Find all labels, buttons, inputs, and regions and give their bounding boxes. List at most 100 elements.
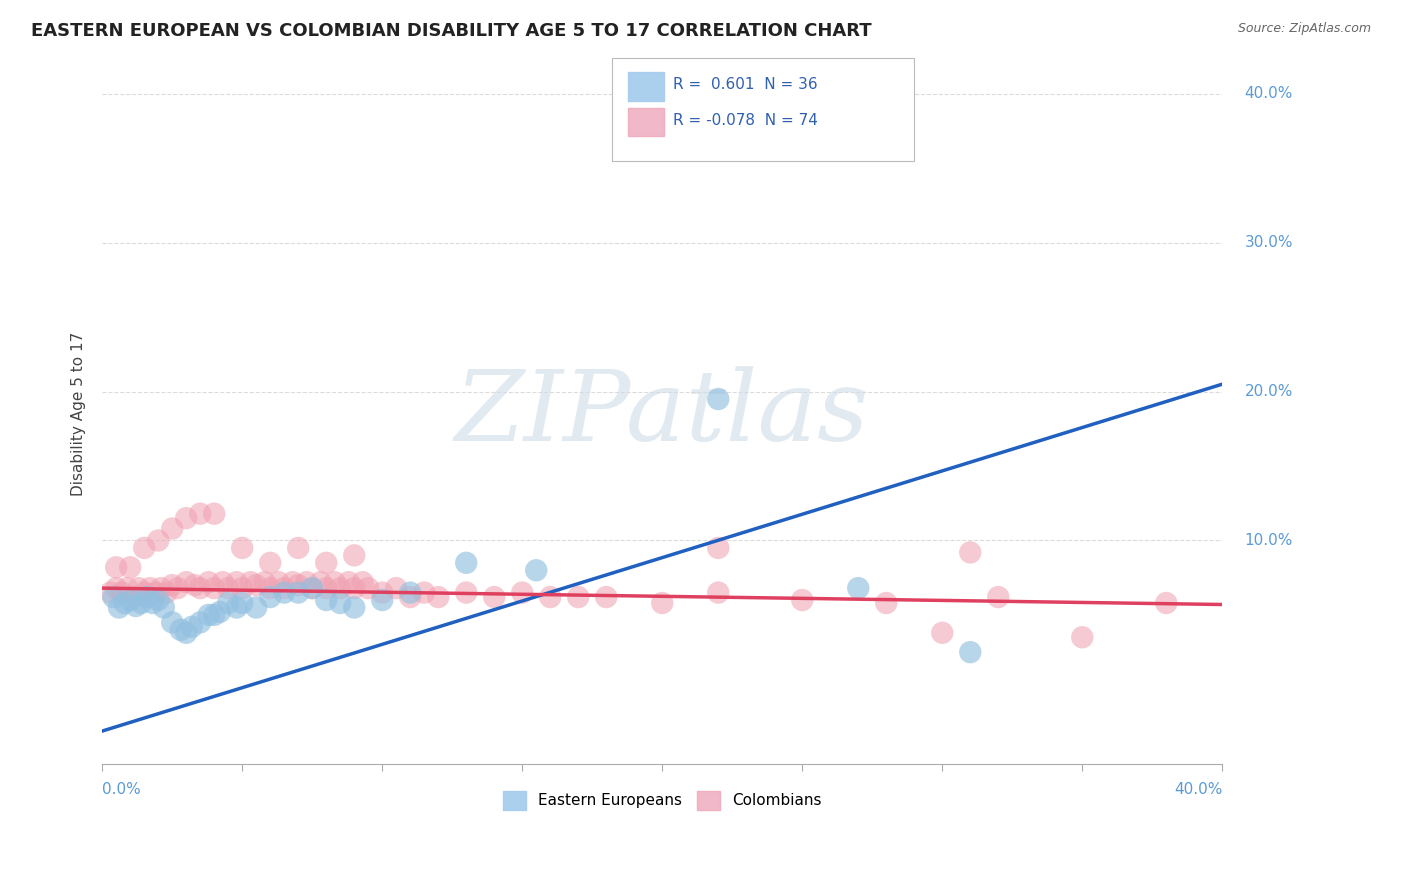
Point (108, 600, 131, 615)
Point (259, 590, 281, 604)
Point (114, 596, 136, 610)
Point (399, 590, 422, 604)
Point (371, 593, 394, 607)
Point (707, 541, 730, 555)
Point (188, 507, 211, 521)
Text: R =  0.601  N = 36: R = 0.601 N = 36 (673, 78, 818, 92)
Point (259, 581, 281, 595)
Point (385, 581, 408, 595)
Point (131, 596, 153, 610)
Point (707, 585, 730, 599)
Point (202, 581, 225, 595)
Point (217, 596, 239, 610)
Point (239, 575, 262, 590)
Point (343, 581, 366, 595)
Point (180, 620, 202, 634)
Point (352, 575, 374, 590)
Point (931, 625, 953, 640)
Point (295, 575, 318, 590)
Point (208, 605, 231, 619)
Point (136, 590, 159, 604)
Text: 20.0%: 20.0% (1244, 384, 1294, 399)
Point (510, 585, 533, 599)
Point (153, 600, 176, 615)
Point (875, 596, 897, 610)
Point (105, 560, 128, 574)
Point (413, 585, 436, 599)
Point (343, 600, 366, 615)
Point (987, 590, 1010, 604)
Point (174, 511, 197, 525)
Point (567, 590, 589, 604)
Point (329, 581, 352, 595)
Point (183, 578, 205, 592)
Point (357, 581, 380, 595)
Point (427, 590, 450, 604)
Point (281, 575, 304, 590)
Point (267, 575, 290, 590)
Point (287, 578, 309, 592)
Point (225, 600, 247, 615)
Point (169, 623, 191, 637)
Point (273, 585, 295, 599)
Point (160, 578, 183, 592)
Point (245, 600, 267, 615)
Point (156, 585, 179, 599)
Point (166, 581, 188, 595)
Text: R = -0.078  N = 74: R = -0.078 N = 74 (673, 113, 818, 128)
Text: EASTERN EUROPEAN VS COLOMBIAN DISABILITY AGE 5 TO 17 CORRELATION CHART: EASTERN EUROPEAN VS COLOMBIAN DISABILITY… (31, 22, 872, 40)
Point (202, 607, 225, 622)
Point (524, 563, 547, 577)
Point (117, 581, 139, 595)
Point (595, 590, 617, 604)
Text: 40.0%: 40.0% (1174, 781, 1222, 797)
Text: 0.0%: 0.0% (103, 781, 141, 797)
Point (231, 581, 253, 595)
Point (188, 581, 211, 595)
Text: 30.0%: 30.0% (1244, 235, 1294, 251)
Point (287, 585, 309, 599)
Point (174, 625, 197, 640)
Point (105, 581, 128, 595)
Point (273, 581, 295, 595)
Point (120, 593, 142, 607)
Point (211, 575, 233, 590)
Point (456, 585, 478, 599)
Point (456, 556, 478, 570)
Point (707, 392, 730, 406)
Point (202, 507, 225, 521)
Point (315, 581, 337, 595)
Point (150, 581, 173, 595)
Point (792, 593, 814, 607)
Point (225, 575, 247, 590)
Point (343, 549, 366, 563)
Point (309, 575, 332, 590)
Point (125, 599, 148, 613)
Text: Source: ZipAtlas.com: Source: ZipAtlas.com (1237, 22, 1371, 36)
Point (399, 585, 422, 599)
Point (160, 615, 183, 630)
Text: 40.0%: 40.0% (1244, 87, 1294, 102)
Point (160, 522, 183, 536)
Point (315, 593, 337, 607)
Point (174, 575, 197, 590)
Point (315, 556, 337, 570)
Point (100, 585, 122, 599)
Point (337, 575, 360, 590)
Point (197, 575, 219, 590)
Point (231, 596, 253, 610)
Point (103, 590, 125, 604)
Point (142, 596, 165, 610)
Point (197, 607, 219, 622)
Legend: Eastern Europeans, Colombians: Eastern Europeans, Colombians (496, 785, 828, 815)
Point (253, 575, 276, 590)
Point (231, 541, 253, 555)
Point (148, 533, 170, 548)
Point (651, 596, 673, 610)
Point (120, 560, 142, 574)
Text: ZIPatlas: ZIPatlas (456, 367, 869, 461)
Point (134, 585, 156, 599)
Point (111, 585, 134, 599)
Point (329, 596, 352, 610)
Point (959, 545, 981, 559)
